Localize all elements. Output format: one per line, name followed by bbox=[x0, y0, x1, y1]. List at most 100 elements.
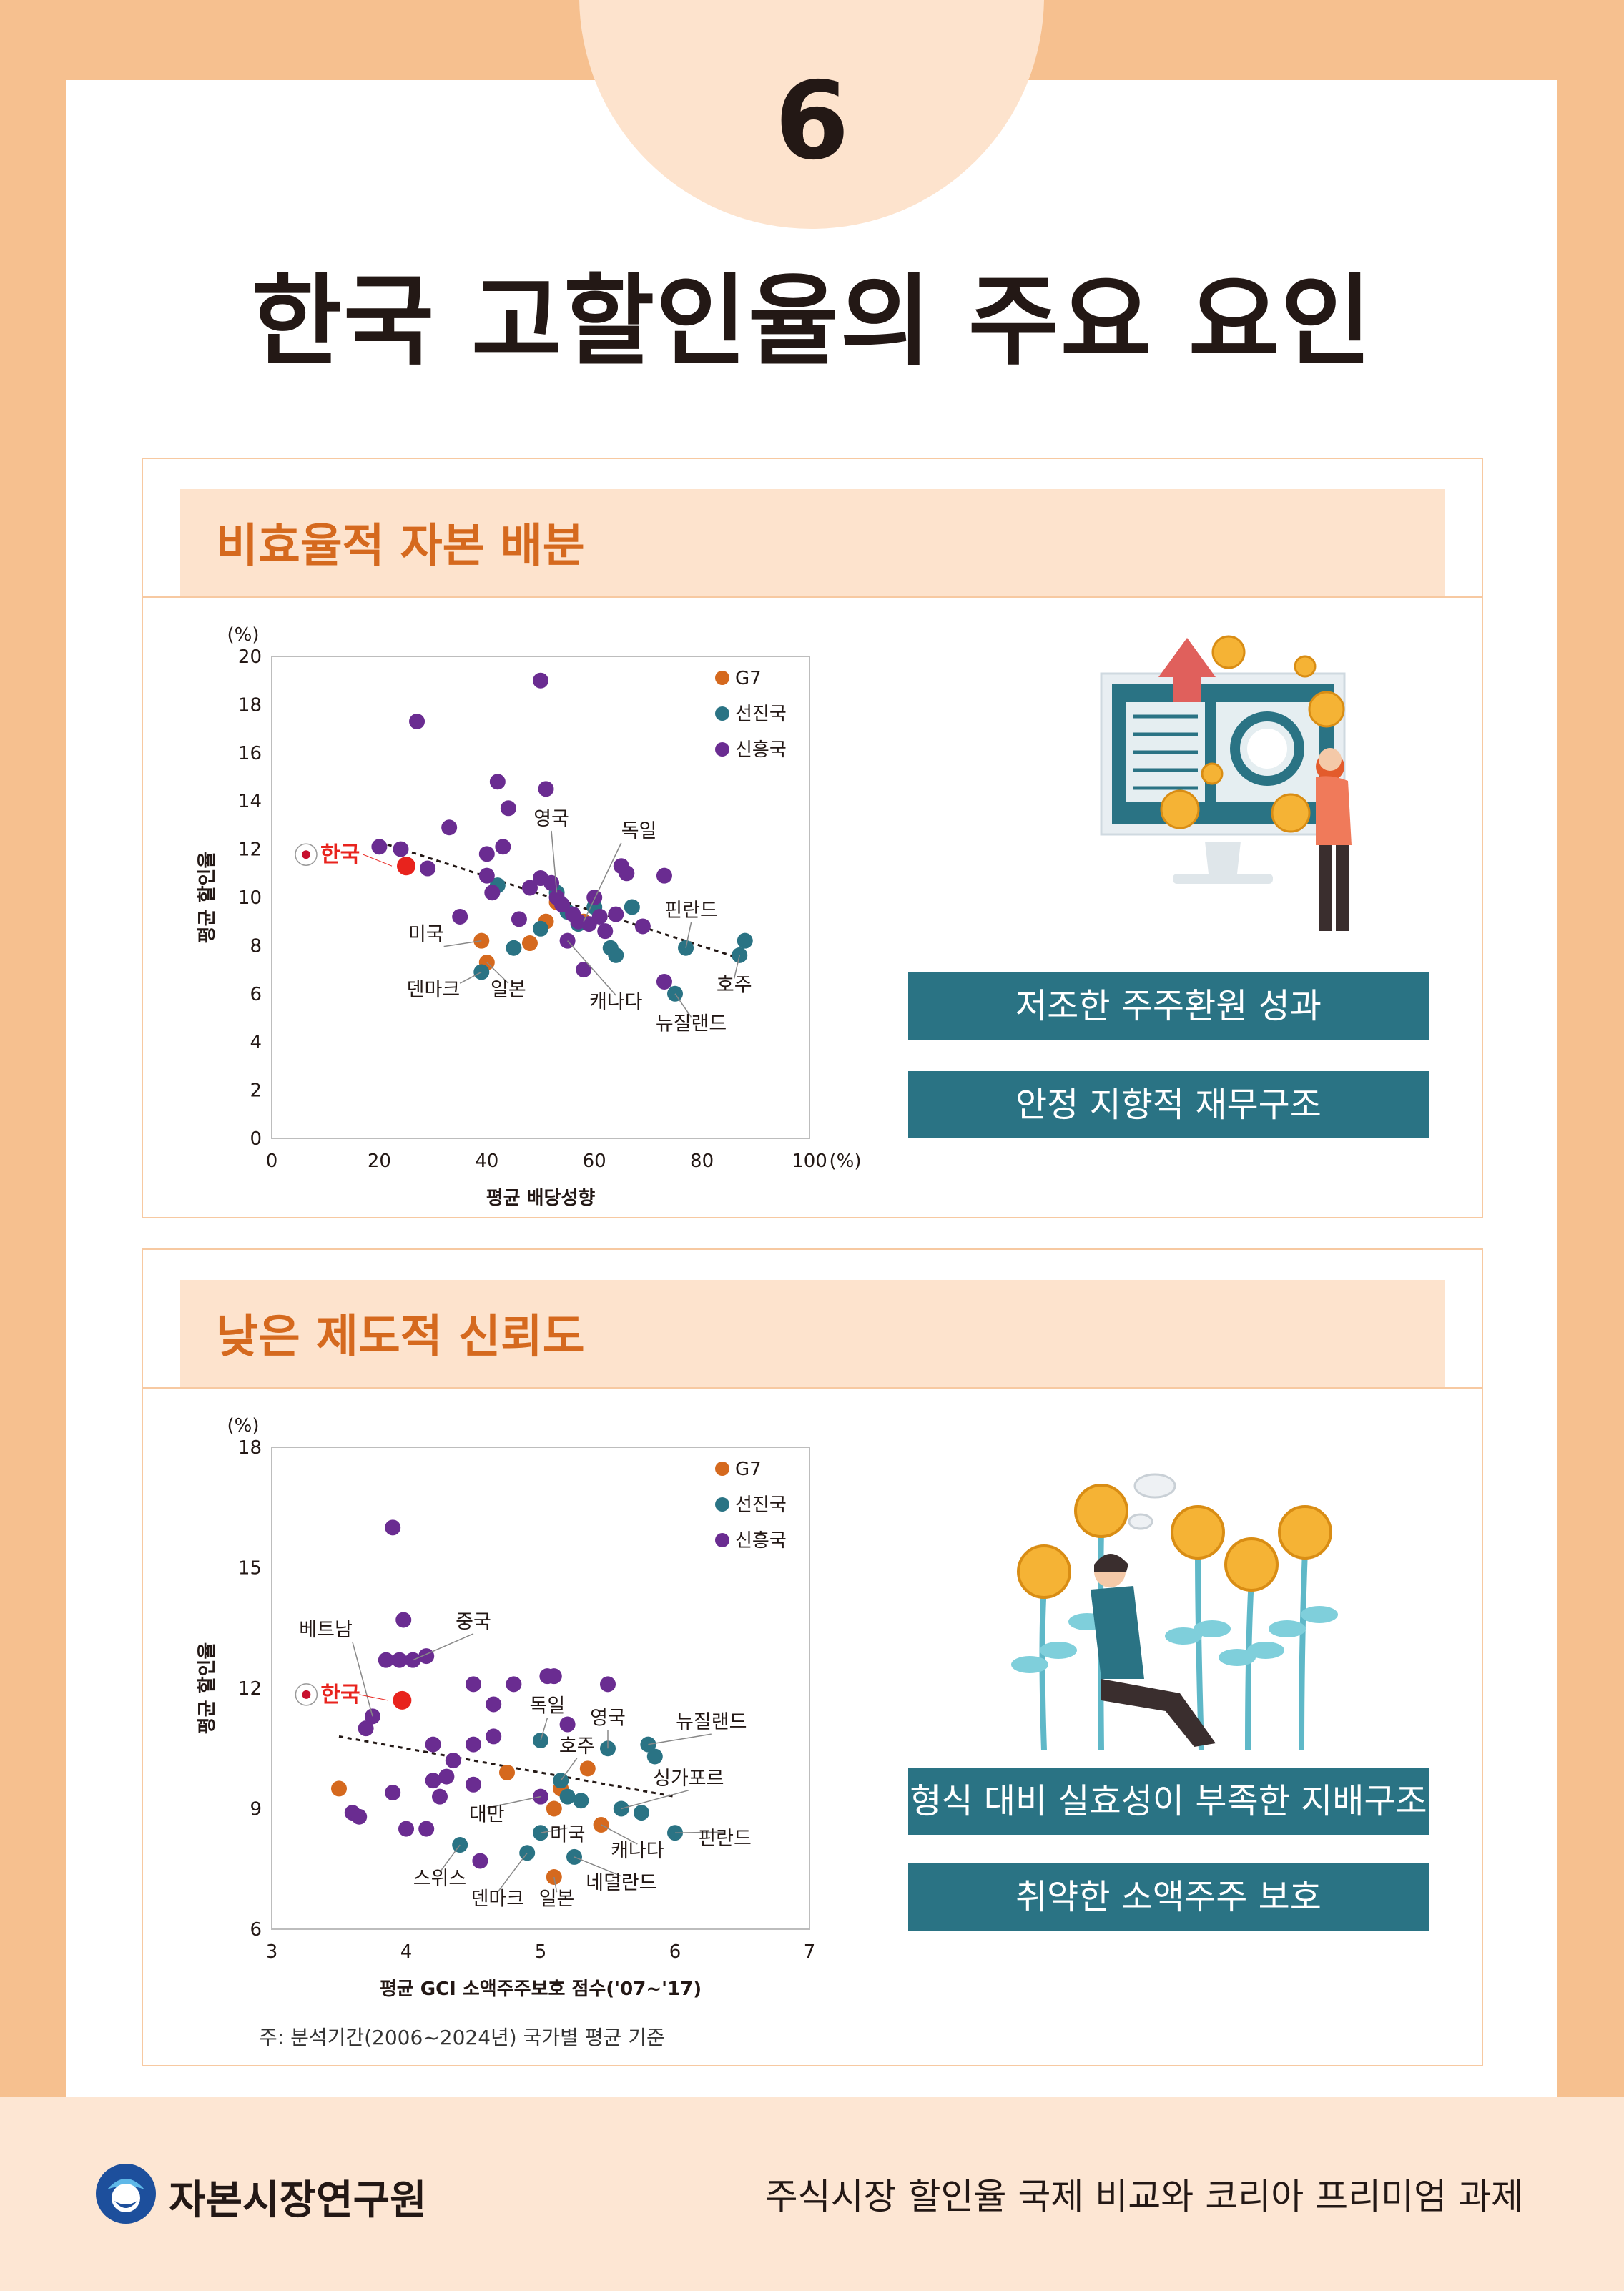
report-title: 주식시장 할인율 국제 비교와 코리아 프리미엄 과제 bbox=[764, 2176, 1524, 2217]
data-point bbox=[466, 1776, 481, 1793]
legend-label: 신흥국 bbox=[735, 1530, 787, 1552]
annotation-label: 일본 bbox=[491, 979, 526, 1001]
annotation-leader bbox=[567, 940, 616, 996]
annotation-label: 덴마크 bbox=[407, 979, 461, 1001]
y-tick-label: 0 bbox=[250, 1128, 262, 1150]
data-point bbox=[511, 911, 527, 927]
korea-flag-icon bbox=[302, 850, 310, 859]
data-point bbox=[438, 1768, 455, 1785]
data-point bbox=[573, 1793, 589, 1809]
data-point bbox=[559, 1716, 576, 1733]
data-point bbox=[624, 899, 640, 915]
investor-monitor-illustration bbox=[1100, 635, 1352, 931]
data-point bbox=[466, 1736, 481, 1753]
legend-marker bbox=[715, 1533, 729, 1547]
data-point bbox=[619, 865, 635, 882]
annotation-label: 영국 bbox=[533, 808, 569, 830]
legend-label: 선진국 bbox=[735, 1494, 787, 1516]
korea-label: 한국 bbox=[320, 842, 360, 867]
y-unit-label: (%) bbox=[227, 1415, 260, 1437]
x-tick-label: 4 bbox=[400, 1941, 413, 1963]
korea-label: 한국 bbox=[320, 1682, 360, 1708]
x-tick-label: 60 bbox=[583, 1151, 606, 1172]
data-point bbox=[393, 841, 409, 857]
legend-marker bbox=[715, 706, 729, 721]
annotation-label: 베트남 bbox=[299, 1619, 353, 1641]
footnote: 주: 분석기간(2006~2024년) 국가별 평균 기준 bbox=[259, 2026, 665, 2049]
annotation-leader bbox=[621, 1790, 689, 1810]
x-tick-label: 6 bbox=[669, 1941, 681, 1963]
x-tick-label: 40 bbox=[475, 1151, 498, 1172]
korea-flag-icon bbox=[302, 1690, 311, 1699]
x-axis-label: 평균 GCI 소액주주보호 점수('07~'17) bbox=[380, 1979, 702, 2000]
data-point bbox=[385, 1785, 401, 1801]
annotation-label: 중국 bbox=[456, 1611, 491, 1633]
data-point bbox=[358, 1720, 374, 1737]
annotation-label: 미국 bbox=[550, 1823, 586, 1846]
data-point bbox=[566, 1848, 582, 1865]
footer-bar bbox=[0, 2097, 1624, 2291]
annotation-label: 스위스 bbox=[413, 1868, 467, 1890]
data-point bbox=[519, 1845, 536, 1861]
data-point bbox=[472, 1853, 488, 1869]
data-point bbox=[398, 1821, 414, 1837]
annotation-label: 싱가포르 bbox=[653, 1768, 724, 1790]
y-axis-label: 평균 할인율 bbox=[197, 1642, 218, 1735]
annotation-leader bbox=[459, 971, 482, 984]
y-tick-label: 18 bbox=[238, 694, 262, 716]
y-tick-label: 4 bbox=[250, 1032, 262, 1053]
annotation-leader bbox=[540, 1827, 568, 1833]
annotation-label: 영국 bbox=[590, 1708, 626, 1730]
annotation-label: 덴마크 bbox=[471, 1888, 525, 1910]
data-point bbox=[425, 1736, 441, 1753]
annotation-leader bbox=[685, 922, 692, 948]
data-point bbox=[441, 819, 458, 836]
page-title: 한국 고할인율의 주요 요인 bbox=[251, 264, 1373, 379]
org-name: 자본시장연구원 bbox=[169, 2177, 427, 2224]
x-tick-label: 3 bbox=[266, 1941, 278, 1963]
annotation-leader bbox=[443, 940, 482, 947]
data-point bbox=[478, 867, 495, 884]
tag-stable-financial-structure: 안정 지향적 재무구조 bbox=[908, 1071, 1429, 1138]
annotation-label: 호주 bbox=[717, 974, 752, 996]
annotation-leader bbox=[486, 962, 509, 984]
data-point bbox=[554, 897, 571, 913]
x-axis-label: 평균 배당성향 bbox=[486, 1188, 596, 1209]
legend-label: 선진국 bbox=[735, 704, 787, 725]
y-tick-label: 9 bbox=[250, 1799, 262, 1821]
data-point bbox=[445, 1753, 461, 1769]
data-point bbox=[351, 1808, 368, 1825]
data-point bbox=[420, 860, 436, 877]
legend-marker bbox=[715, 1462, 729, 1476]
section-institutional-trust: 낮은 제도적 신뢰도 6 9 12 15 18 3 4 5 6 7 (%) 평균 GCI 소액주주보호… bbox=[142, 1248, 1483, 2066]
y-tick-label: 12 bbox=[238, 1678, 262, 1700]
annotation-label: 네덜란드 bbox=[586, 1872, 656, 1894]
data-point bbox=[533, 920, 548, 937]
y-tick-label: 12 bbox=[238, 839, 262, 861]
annotation-label: 뉴질랜드 bbox=[676, 1711, 747, 1733]
annotation-label: 일본 bbox=[539, 1888, 575, 1910]
data-point bbox=[608, 947, 624, 963]
y-tick-label: 15 bbox=[238, 1558, 262, 1580]
data-point bbox=[576, 962, 592, 978]
annotation-label: 미국 bbox=[408, 924, 444, 946]
data-point bbox=[409, 713, 425, 729]
annotation-label: 독일 bbox=[530, 1695, 566, 1718]
y-tick-label: 18 bbox=[238, 1437, 262, 1459]
data-point bbox=[489, 774, 506, 790]
annotation-leader bbox=[560, 1758, 578, 1781]
annotation-leader bbox=[352, 1641, 373, 1717]
data-point bbox=[579, 1760, 596, 1777]
data-point bbox=[608, 906, 624, 922]
coin-plants-illustration bbox=[1011, 1473, 1338, 1750]
data-point bbox=[371, 839, 388, 855]
data-point bbox=[600, 1676, 616, 1693]
scatter-chart-gci: 6 9 12 15 18 3 4 5 6 7 (%) 평균 GCI 소액주주보호 점수('07~'17… bbox=[197, 1415, 815, 2000]
y-unit-label: (%) bbox=[227, 624, 260, 646]
x-unit-label: (%) bbox=[830, 1151, 862, 1172]
data-point bbox=[425, 1773, 441, 1789]
data-point bbox=[538, 781, 554, 797]
data-point bbox=[495, 839, 511, 855]
legend-marker bbox=[715, 671, 729, 685]
legend-label: G7 bbox=[735, 668, 762, 689]
